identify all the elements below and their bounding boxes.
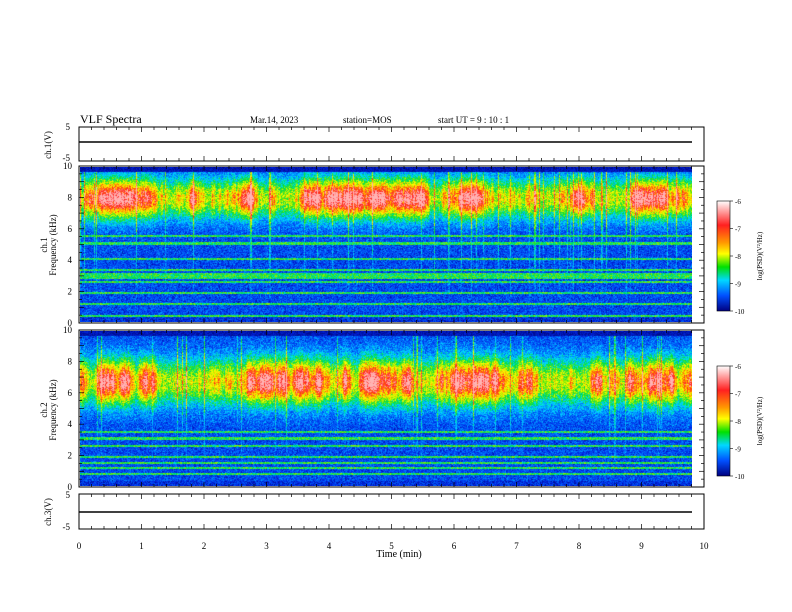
colorbar-tick-label: -6 [735,198,741,206]
x-tick-label: 9 [639,541,644,551]
colorbar-tick-label: -7 [735,391,741,399]
ch2-axis-label-frequency: Frequency (kHz) [48,379,58,440]
ch1-colorbar-gradient [717,201,730,311]
figure-title: VLF Spectra [80,112,142,126]
ch1-colorbar-label: log(PSD)(V²/Hz) [756,231,764,280]
x-tick-label: 0 [77,541,82,551]
start-time-label: start UT = 9 : 10 : 1 [438,115,509,125]
y-tick-label: 4 [68,419,73,429]
y-tick-label: 0 [68,318,73,328]
ch1v-axis-label: ch.1(V) [43,131,53,159]
ch3-voltage-panel: 5 -5 ch.3(V) [43,490,705,532]
y-tick-label: 4 [68,255,73,265]
station-label: station=MOS [343,115,392,125]
ch1-voltage-panel: 5 -5 ch.1(V) [43,122,705,163]
x-tick-label: 10 [700,541,710,551]
y-tick-label: 8 [68,356,73,366]
x-tick-label: 7 [514,541,519,551]
ch2-spectrogram-image [80,331,692,486]
ch2-axis-label-channel: ch.2 [39,402,49,417]
colorbar-tick-label: -8 [735,253,741,261]
y-tick-label: 10 [63,161,73,171]
ch1-colorbar: -6 -7 -8 -9 -10 log(PSD)(V²/Hz) [716,198,764,316]
ch2-colorbar: -6 -7 -8 -9 -10 log(PSD)(V²/Hz) [716,363,764,481]
y-tick-label: 6 [68,388,73,398]
colorbar-tick-label: -10 [735,308,745,316]
y-tick-label: 8 [68,192,73,202]
ch1v-tick-bottom: -5 [63,153,71,163]
ch3v-axis-label: ch.3(V) [43,498,53,526]
x-tick-label: 8 [577,541,582,551]
ch3v-tick-top: 5 [66,490,71,500]
ch2-colorbar-label: log(PSD)(V²/Hz) [756,396,764,445]
date-label: Mar.14, 2023 [250,115,299,125]
ch1-axis-label-frequency: Frequency (kHz) [48,214,58,275]
ch3v-tick-bottom: -5 [63,522,71,532]
x-tick-label: 4 [327,541,332,551]
x-tick-label: 2 [202,541,207,551]
x-tick-label: 3 [264,541,269,551]
ch1-spectrogram-image [80,167,692,322]
x-tick-label: 6 [452,541,457,551]
colorbar-tick-label: -6 [735,363,741,371]
ch1v-tick-top: 5 [66,122,71,132]
x-tick-label: 5 [389,541,394,551]
x-axis-tick-labels: 0 1 2 3 4 5 6 7 8 9 10 [77,541,709,551]
colorbar-tick-label: -7 [735,226,741,234]
colorbar-tick-label: -10 [735,473,745,481]
y-tick-label: 10 [63,325,73,335]
x-tick-label: 1 [139,541,144,551]
y-tick-label: 2 [68,287,73,297]
ch2-spectrogram-panel: 0 2 4 6 8 10 ch.2 Frequency (kHz) [39,325,705,492]
x-axis-label: Time (min) [376,549,421,560]
y-tick-label: 2 [68,451,73,461]
y-tick-label: 0 [68,482,73,492]
ch2-colorbar-gradient [717,366,730,476]
colorbar-tick-label: -8 [735,418,741,426]
ch1-spectrogram-panel: 0 2 4 6 8 10 ch.1 Frequency (kHz) [39,161,705,328]
ch1-axis-label-channel: ch.1 [39,237,49,252]
colorbar-tick-label: -9 [735,281,741,289]
ch1-voltage-frame [78,126,705,162]
y-tick-label: 6 [68,224,73,234]
colorbar-tick-label: -9 [735,446,741,454]
